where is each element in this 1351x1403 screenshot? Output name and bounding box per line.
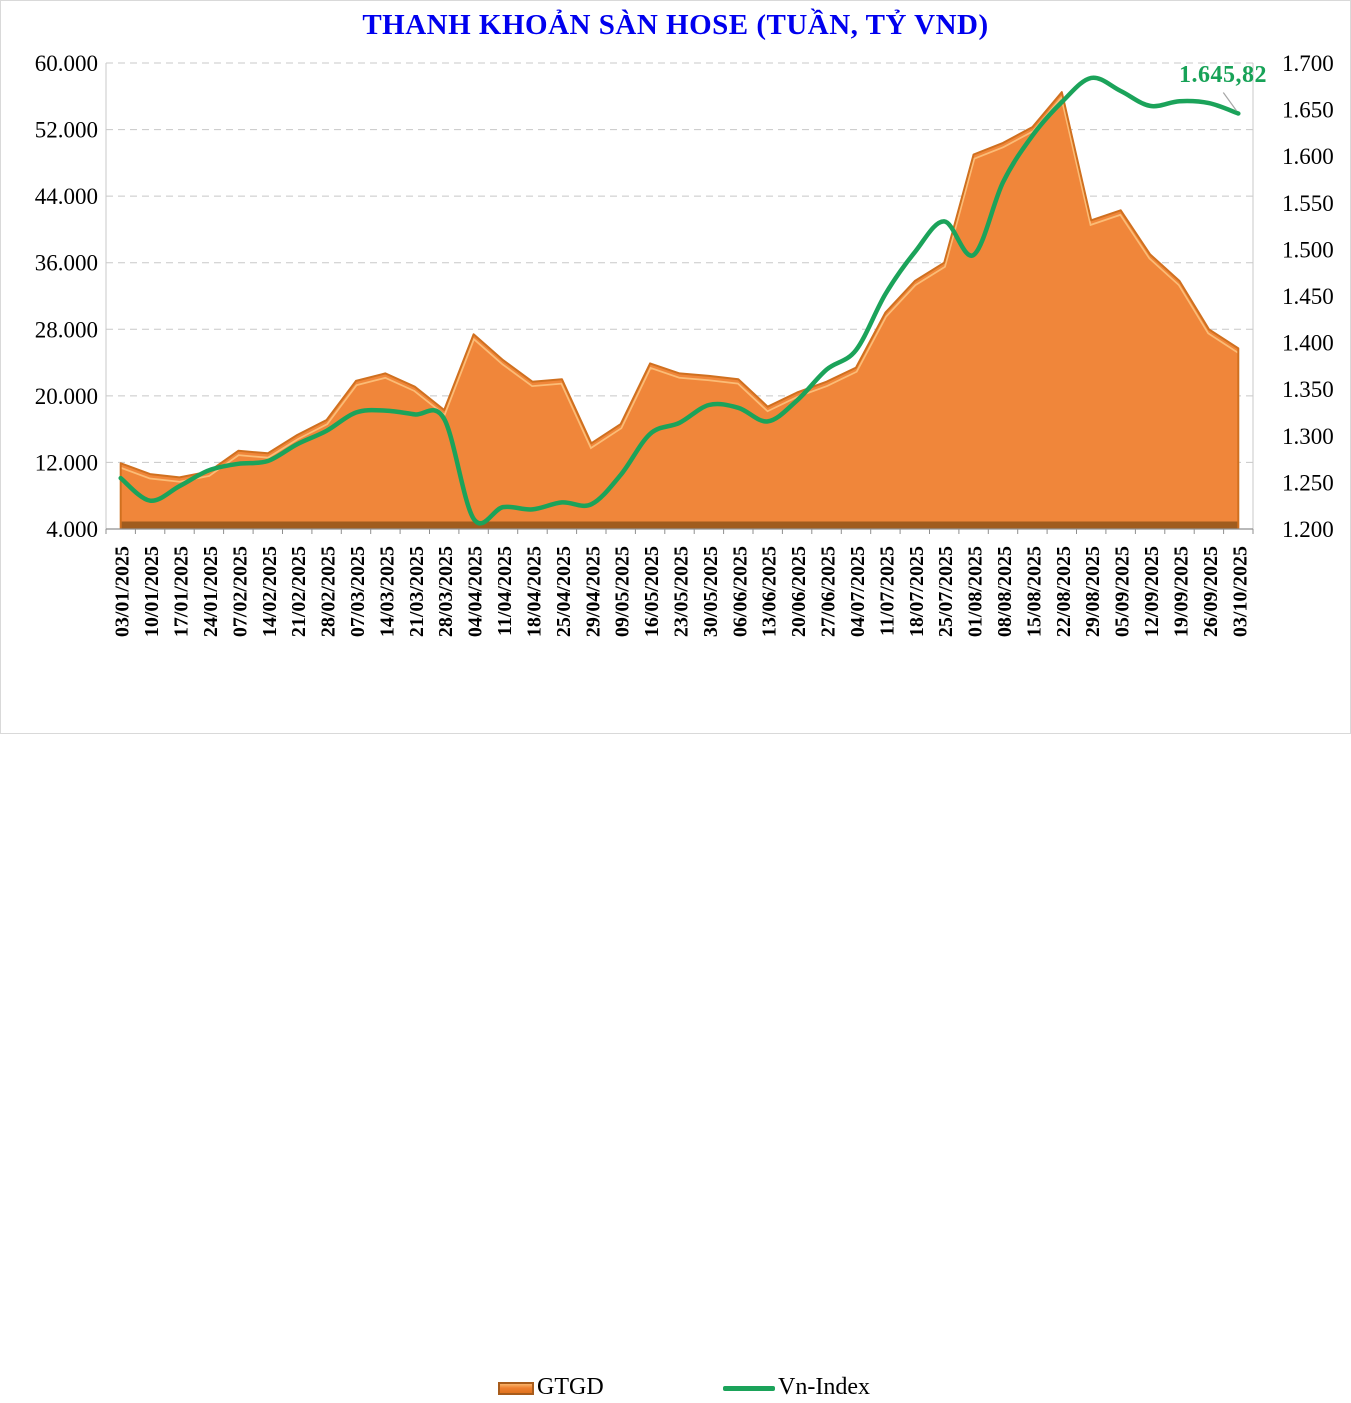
x-axis-tick-label: 17/01/2025 [171, 546, 193, 637]
x-axis-tick-label: 08/08/2025 [994, 546, 1016, 637]
left-axis-tick-label: 12.000 [35, 450, 98, 475]
legend-item-vnindex: Vn-Index [723, 1371, 870, 1403]
x-axis-tick-label: 05/09/2025 [1112, 546, 1134, 637]
x-axis-tick-label: 15/08/2025 [1023, 546, 1045, 637]
right-axis-tick-label: 1.450 [1282, 284, 1334, 309]
left-axis-tick-label: 44.000 [35, 184, 98, 209]
x-axis-tick-label: 21/03/2025 [406, 546, 428, 637]
annotation-leader-line [1222, 92, 1237, 111]
right-axis-tick-label: 1.600 [1282, 144, 1334, 169]
right-axis-tick-label: 1.500 [1282, 237, 1334, 262]
gtgd-area [120, 92, 1239, 529]
x-axis-ticks [105, 529, 1254, 534]
left-axis-tick-label: 28.000 [35, 317, 98, 342]
right-axis-tick-label: 1.550 [1282, 191, 1334, 216]
right-axis-tick-label: 1.400 [1282, 331, 1334, 356]
x-axis-tick-label: 11/07/2025 [876, 546, 898, 636]
x-axis-tick-label: 28/03/2025 [435, 546, 457, 637]
x-axis-tick-label: 04/07/2025 [847, 546, 869, 637]
x-axis-tick-label: 21/02/2025 [288, 546, 310, 637]
x-axis-tick-label: 25/07/2025 [935, 546, 957, 637]
left-axis-tick-label: 52.000 [35, 118, 98, 143]
right-axis-tick-label: 1.650 [1282, 98, 1334, 123]
x-axis-tick-label: 28/02/2025 [318, 546, 340, 637]
x-axis-tick-label: 19/09/2025 [1171, 546, 1193, 637]
x-axis-tick-label: 25/04/2025 [553, 546, 575, 637]
vnindex-line [118, 75, 1241, 526]
gtgd-area-swatch [498, 1382, 534, 1395]
left-axis-tick-label: 4.000 [46, 517, 98, 542]
x-axis-tick-label: 20/06/2025 [788, 546, 810, 637]
left-axis: 60.000 52.000 44.000 36.000 28.000 20.000 12.0… [35, 51, 98, 542]
right-axis-tick-label: 1.200 [1282, 517, 1334, 542]
x-axis-tick-label: 09/05/2025 [612, 546, 634, 637]
x-axis-tick-label: 18/04/2025 [523, 546, 545, 637]
x-axis-tick-label: 23/05/2025 [671, 546, 693, 637]
x-axis-tick-label: 10/01/2025 [141, 546, 163, 637]
x-axis-tick-label: 06/06/2025 [729, 546, 751, 637]
x-axis-tick-label: 16/05/2025 [641, 546, 663, 637]
vnindex-annotation: 1.645,82 [1179, 62, 1267, 88]
x-axis-tick-label: 04/04/2025 [465, 546, 487, 637]
x-axis-tick-label: 18/07/2025 [906, 546, 928, 637]
legend-item-gtgd: GTGD [498, 1371, 604, 1403]
right-axis-tick-label: 1.700 [1282, 51, 1334, 76]
legend-label-vnindex: Vn-Index [778, 1373, 870, 1400]
legend-label-gtgd: GTGD [537, 1373, 604, 1400]
gtgd-area-bottom-band [120, 521, 1239, 529]
right-axis-tick-label: 1.300 [1282, 424, 1334, 449]
x-axis-tick-label: 01/08/2025 [965, 546, 987, 637]
plot-area: 60.000 52.000 44.000 36.000 28.000 20.000 12.0… [35, 51, 1334, 637]
x-axis-tick-label: 24/01/2025 [200, 546, 222, 637]
left-axis-tick-label: 36.000 [35, 251, 98, 276]
x-axis-labels: 03/01/2025 10/01/2025 17/01/2025 24/01/2025… [112, 546, 1252, 637]
x-axis-tick-label: 22/08/2025 [1053, 546, 1075, 637]
x-axis-tick-label: 30/05/2025 [700, 546, 722, 637]
right-axis-tick-label: 1.350 [1282, 377, 1334, 402]
x-axis-tick-label: 07/02/2025 [229, 546, 251, 637]
chart-title: THANH KHOẢN SÀN HOSE (TUẦN, TỶ VND) [362, 9, 989, 41]
x-axis-tick-label: 26/09/2025 [1200, 546, 1222, 637]
x-axis-tick-label: 03/01/2025 [112, 546, 134, 637]
left-axis-tick-label: 20.000 [35, 384, 98, 409]
left-axis-tick-label: 60.000 [35, 51, 98, 76]
right-axis: 1.700 1.650 1.600 1.550 1.500 1.450 1.400 1.350… [1282, 51, 1334, 542]
legend: GTGD Vn-Index [1, 683, 1350, 1400]
x-axis-tick-label: 29/04/2025 [582, 546, 604, 637]
x-axis-tick-label: 13/06/2025 [759, 546, 781, 637]
x-axis-tick-label: 14/03/2025 [376, 546, 398, 637]
x-axis-tick-label: 29/08/2025 [1082, 546, 1104, 637]
x-axis-tick-label: 07/03/2025 [347, 546, 369, 637]
right-axis-tick-label: 1.250 [1282, 470, 1334, 495]
gtgd-area-edge [119, 91, 1240, 529]
x-axis-tick-label: 11/04/2025 [494, 546, 516, 636]
x-axis-tick-label: 14/02/2025 [259, 546, 281, 637]
vnindex-line-swatch [723, 1386, 775, 1391]
x-axis-tick-label: 03/10/2025 [1229, 546, 1251, 637]
x-axis-tick-label: 27/06/2025 [818, 546, 840, 637]
x-axis-tick-label: 12/09/2025 [1141, 546, 1163, 637]
